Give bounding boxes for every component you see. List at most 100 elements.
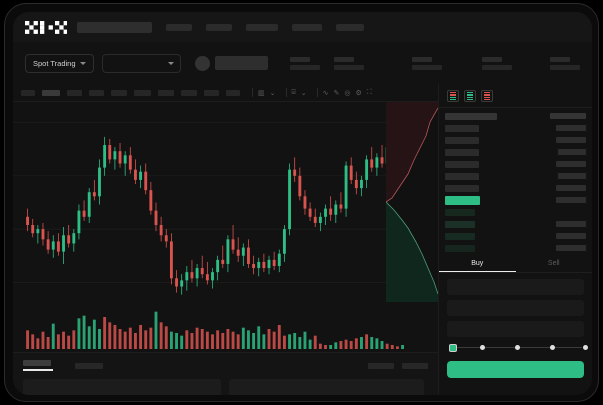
- nav-item-3[interactable]: [246, 23, 278, 31]
- timeframe-button-3[interactable]: [67, 89, 82, 96]
- slider-stop-100[interactable]: [583, 345, 588, 350]
- stat-value: [550, 64, 580, 70]
- volume-bar: [108, 322, 112, 349]
- slider-stop-75[interactable]: [550, 345, 555, 350]
- orders-tab-bar: [23, 359, 428, 372]
- app-screen: Spot Trading: [13, 12, 592, 395]
- orderbook-bid-row[interactable]: [445, 244, 586, 252]
- candle-body: [36, 229, 40, 234]
- volume-bar: [41, 331, 45, 349]
- slider-stop-25[interactable]: [480, 345, 485, 350]
- price-input[interactable]: [447, 279, 584, 295]
- candlestick-chart[interactable]: [13, 102, 438, 307]
- orders-action-1[interactable]: [368, 362, 394, 369]
- volume-bar: [139, 325, 143, 349]
- volume-bar: [365, 334, 369, 349]
- indicators-icon[interactable]: ⌸: [291, 88, 296, 96]
- settings-gear-icon[interactable]: ⚙: [355, 89, 362, 97]
- orderbook-bids-icon[interactable]: [464, 90, 476, 102]
- tab-sell[interactable]: Sell: [547, 260, 560, 267]
- orderbook-both-icon[interactable]: [447, 90, 459, 102]
- volume-bar: [67, 335, 71, 349]
- market-depth-overlay: [386, 102, 438, 302]
- nav-item-5[interactable]: [336, 23, 364, 31]
- candlestick-type-icon[interactable]: ▥: [258, 89, 265, 97]
- volume-bar: [180, 335, 184, 349]
- candle-body: [195, 268, 199, 279]
- orderbook-rows[interactable]: [439, 108, 592, 252]
- timeframe-button-4[interactable]: [89, 89, 104, 96]
- volume-bar: [262, 334, 266, 349]
- price-chart-panel[interactable]: [13, 102, 438, 352]
- orderbook-bid-row[interactable]: [445, 220, 586, 228]
- volume-bar: [98, 329, 101, 349]
- volume-bar: [26, 330, 30, 349]
- tab-buy[interactable]: Buy: [439, 256, 516, 272]
- candle-body: [277, 253, 281, 266]
- timeframe-button-10[interactable]: [226, 89, 240, 96]
- timeframe-button-5[interactable]: [111, 89, 127, 96]
- orderbook-bid-row[interactable]: [445, 232, 586, 240]
- candle-body: [226, 239, 230, 264]
- candle-body: [329, 208, 333, 215]
- buy-submit-button[interactable]: [447, 361, 584, 378]
- volume-bar: [87, 326, 91, 349]
- slider-handle[interactable]: [449, 344, 457, 352]
- toolbar-divider: [252, 88, 253, 97]
- candle-body: [293, 169, 297, 176]
- chevron-down-icon[interactable]: ⌄: [300, 89, 307, 97]
- volume-bar: [56, 334, 60, 349]
- orderbook-bid-row[interactable]: [445, 208, 586, 216]
- slider-stop-50[interactable]: [515, 345, 520, 350]
- nav-item-4[interactable]: [292, 23, 322, 31]
- volume-bar: [164, 326, 168, 349]
- timeframe-button-9[interactable]: [204, 89, 219, 96]
- timeframe-button-2[interactable]: [42, 89, 60, 96]
- trading-pair-selector[interactable]: [101, 53, 181, 73]
- pencil-icon[interactable]: ✎: [333, 89, 340, 97]
- orderbook-ask-row[interactable]: [445, 124, 586, 132]
- volume-bar: [134, 333, 137, 349]
- orders-panel-right[interactable]: [229, 379, 424, 395]
- magnet-icon[interactable]: ◎: [344, 89, 351, 97]
- chevron-down-icon: [167, 61, 174, 65]
- line-tool-icon[interactable]: ∿: [322, 89, 329, 97]
- amount-input[interactable]: [447, 300, 584, 316]
- volume-bar: [252, 333, 256, 349]
- timeframe-button-1[interactable]: [21, 89, 35, 96]
- okx-logo-icon[interactable]: [25, 20, 67, 34]
- orderbook-ask-row[interactable]: [445, 184, 586, 192]
- candle-body: [288, 169, 291, 230]
- orders-action-2[interactable]: [402, 362, 428, 369]
- orderbook-ask-row[interactable]: [445, 148, 586, 156]
- orderbook-ask-row[interactable]: [445, 172, 586, 180]
- fullscreen-icon[interactable]: ⛶: [366, 88, 372, 96]
- orders-panel-left[interactable]: [23, 379, 221, 395]
- volume-bar: [205, 331, 209, 349]
- candle-body: [339, 204, 343, 209]
- global-search-input[interactable]: [77, 21, 152, 33]
- candle-body: [159, 225, 163, 236]
- candle-body: [67, 235, 71, 244]
- chevron-down-icon[interactable]: ⌄: [269, 89, 276, 97]
- orders-tab-history[interactable]: [75, 362, 103, 369]
- volume-bar: [36, 338, 40, 349]
- timeframe-button-8[interactable]: [181, 89, 197, 96]
- market-type-selector[interactable]: Spot Trading: [25, 53, 94, 73]
- timeframe-button-7[interactable]: [158, 89, 174, 96]
- nav-item-1[interactable]: [166, 23, 192, 31]
- volume-bar: [231, 331, 235, 349]
- candle-body: [308, 208, 312, 217]
- volume-bar: [282, 335, 286, 349]
- amount-percent-slider[interactable]: [449, 343, 588, 353]
- pair-avatar: [194, 55, 210, 71]
- orderbook-ask-row[interactable]: [445, 160, 586, 168]
- orderbook-ask-row[interactable]: [445, 136, 586, 144]
- orderbook-asks-icon[interactable]: [481, 90, 493, 102]
- timeframe-button-6[interactable]: [134, 89, 151, 96]
- nav-item-2[interactable]: [206, 23, 232, 31]
- orders-tab-open[interactable]: [23, 360, 51, 367]
- total-input[interactable]: [447, 321, 584, 337]
- orderbook-view-modes: [439, 84, 592, 108]
- candle-body: [298, 175, 302, 197]
